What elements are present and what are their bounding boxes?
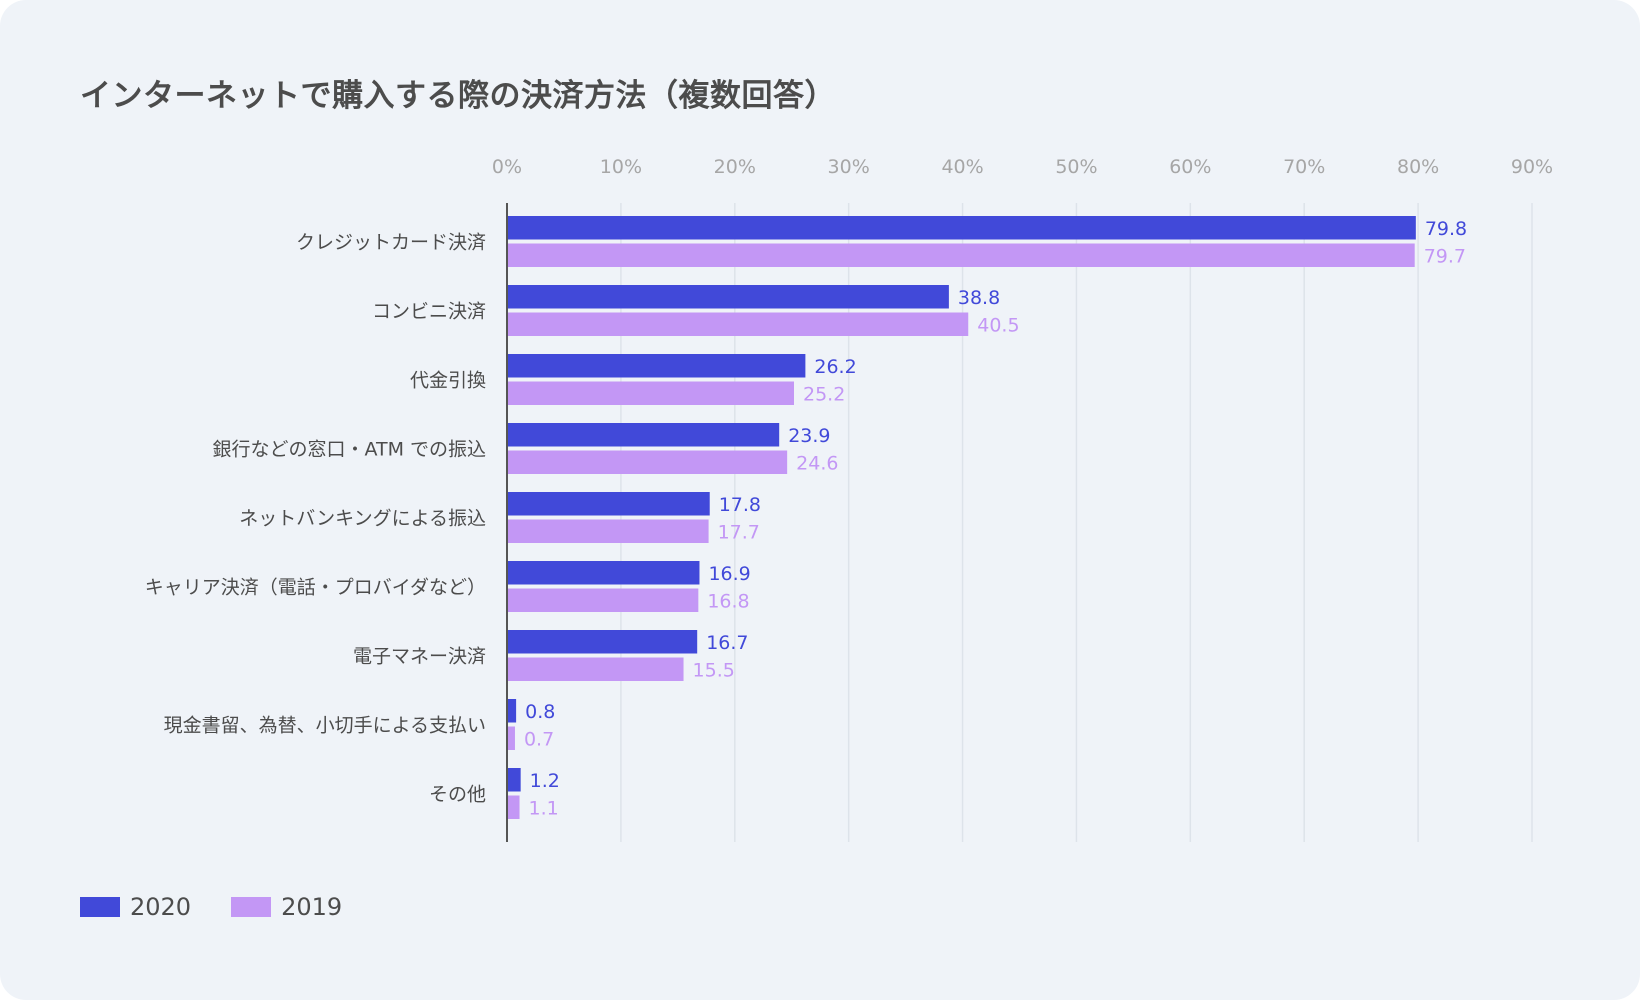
value-label-2019: 17.7 xyxy=(718,521,760,543)
value-label-2020: 16.9 xyxy=(708,563,750,585)
legend-label-2019: 2019 xyxy=(281,893,343,921)
bar-2020 xyxy=(507,285,949,309)
bar-2020 xyxy=(507,561,700,585)
bar-2020 xyxy=(507,216,1416,240)
x-tick-label: 50% xyxy=(1055,156,1097,178)
x-tick-label: 30% xyxy=(828,156,870,178)
bar-2020 xyxy=(507,423,780,447)
legend-swatch-2020 xyxy=(80,897,120,917)
bar-2020 xyxy=(507,354,806,378)
value-label-2019: 40.5 xyxy=(977,314,1019,336)
value-label-2019: 79.7 xyxy=(1424,245,1466,267)
legend-item-2020: 2020 xyxy=(80,893,191,921)
value-label-2020: 16.7 xyxy=(706,632,748,654)
category-label: クレジットカード決済 xyxy=(296,232,486,254)
legend-label-2020: 2020 xyxy=(130,893,192,921)
bar-2019 xyxy=(507,381,794,405)
value-label-2020: 38.8 xyxy=(958,287,1000,309)
bar-2019 xyxy=(507,450,788,474)
legend-swatch-2019 xyxy=(231,897,272,917)
category-label: 代金引換 xyxy=(410,370,486,392)
category-label: コンビニ決済 xyxy=(372,301,486,323)
bar-2019 xyxy=(507,657,684,681)
x-tick-label: 10% xyxy=(600,156,642,178)
category-label: ネットバンキングによる振込 xyxy=(239,508,486,530)
bar-2019 xyxy=(507,312,969,336)
x-tick-label: 0% xyxy=(492,156,522,178)
value-label-2019: 25.2 xyxy=(803,383,845,405)
value-label-2019: 15.5 xyxy=(693,659,735,681)
category-label: 電子マネー決済 xyxy=(353,646,486,668)
bar-2020 xyxy=(507,699,517,723)
legend-item-2019: 2019 xyxy=(231,893,342,921)
bar-2019 xyxy=(507,243,1415,267)
bar-2019 xyxy=(507,795,520,819)
value-label-2020: 17.8 xyxy=(719,494,761,516)
category-label: キャリア決済（電話・プロバイダなど） xyxy=(145,577,486,599)
x-tick-label: 60% xyxy=(1169,156,1211,178)
category-label: 現金書留、為替、小切手による支払い xyxy=(164,715,486,737)
bar-2019 xyxy=(507,726,515,750)
category-label: 銀行などの窓口・ATM での振込 xyxy=(212,439,486,461)
value-label-2020: 0.8 xyxy=(525,701,555,723)
value-label-2019: 0.7 xyxy=(524,728,554,750)
x-tick-label: 70% xyxy=(1283,156,1325,178)
value-label-2019: 16.8 xyxy=(707,590,749,612)
value-label-2019: 24.6 xyxy=(796,452,838,474)
chart-title: インターネットで購入する際の決済方法（複数回答） xyxy=(80,78,836,114)
bar-2019 xyxy=(507,519,709,543)
bar-2020 xyxy=(507,630,698,654)
value-label-2020: 26.2 xyxy=(814,356,856,378)
bar-2020 xyxy=(507,492,710,516)
value-label-2020: 1.2 xyxy=(530,770,560,792)
value-label-2019: 1.1 xyxy=(529,797,559,819)
category-label: その他 xyxy=(429,784,486,806)
value-label-2020: 23.9 xyxy=(788,425,830,447)
value-label-2020: 79.8 xyxy=(1425,218,1467,240)
x-tick-label: 40% xyxy=(941,156,983,178)
legend: 2020 2019 xyxy=(80,893,382,921)
x-tick-label: 80% xyxy=(1397,156,1439,178)
bar-2020 xyxy=(507,768,521,792)
x-tick-label: 90% xyxy=(1511,156,1553,178)
x-tick-label: 20% xyxy=(714,156,756,178)
bar-2019 xyxy=(507,588,699,612)
